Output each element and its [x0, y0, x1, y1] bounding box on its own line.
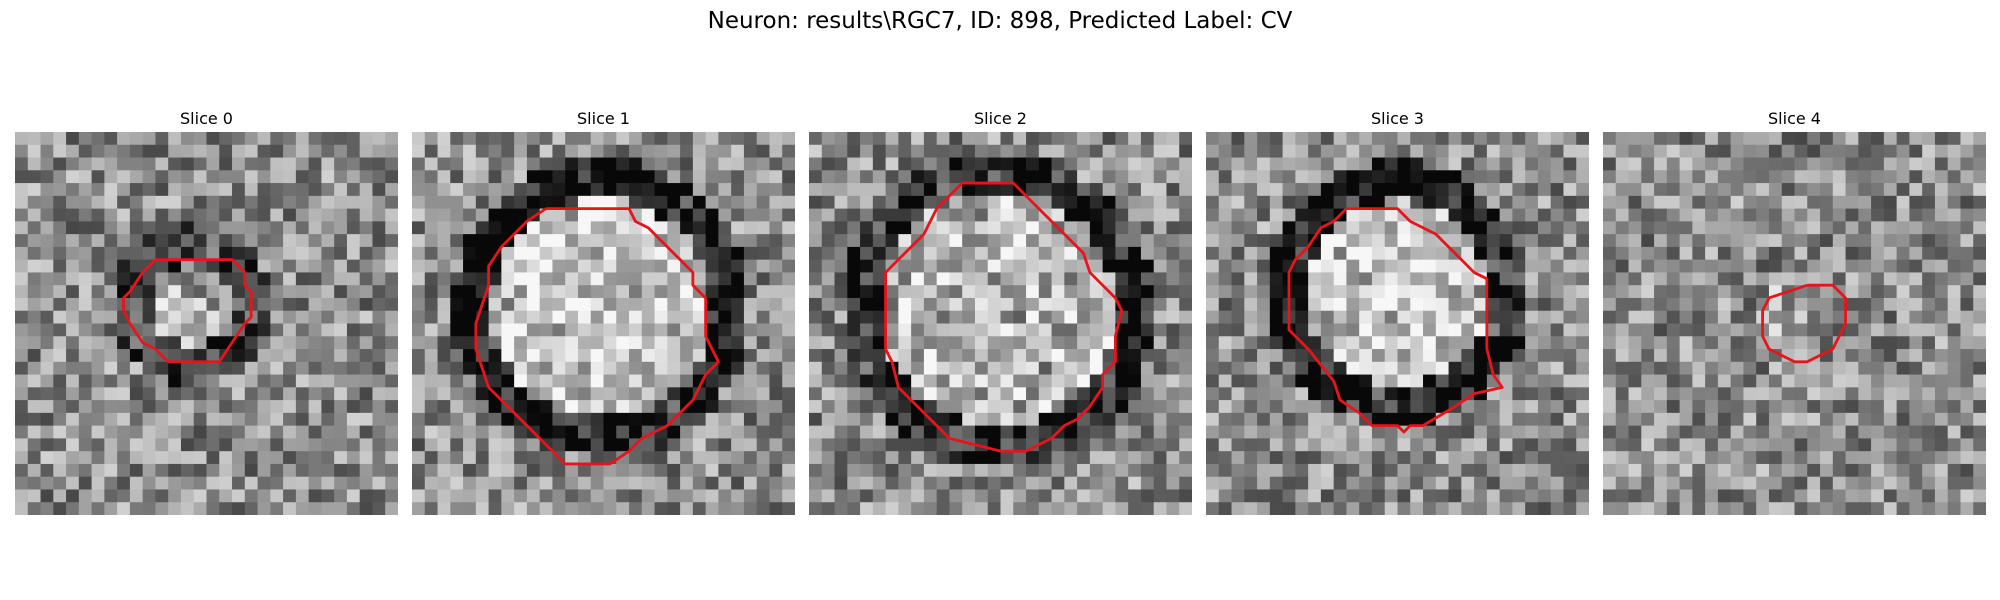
roi-contour — [1287, 207, 1504, 434]
slice-image — [1603, 132, 1986, 515]
slice-image — [809, 132, 1192, 515]
slice-image — [15, 132, 398, 515]
slice-title: Slice 4 — [1768, 109, 1821, 128]
roi-contour — [122, 258, 253, 364]
roi-contour — [884, 181, 1124, 453]
slice-title: Slice 1 — [577, 109, 630, 128]
slice-image — [412, 132, 795, 515]
slice-image — [1206, 132, 1589, 515]
slice-panel-1: Slice 1 — [412, 108, 795, 515]
roi-contour — [474, 207, 720, 466]
slice-panel-3: Slice 3 — [1206, 108, 1589, 515]
figure-title: Neuron: results\RGC7, ID: 898, Predicted… — [707, 8, 1293, 34]
slice-title: Slice 2 — [974, 109, 1027, 128]
slice-panel-2: Slice 2 — [809, 108, 1192, 515]
slice-title: Slice 3 — [1371, 109, 1424, 128]
slice-title: Slice 0 — [180, 109, 233, 128]
slice-panel-4: Slice 4 — [1603, 108, 1986, 515]
slice-panel-0: Slice 0 — [15, 108, 398, 515]
roi-contour — [1761, 283, 1847, 364]
